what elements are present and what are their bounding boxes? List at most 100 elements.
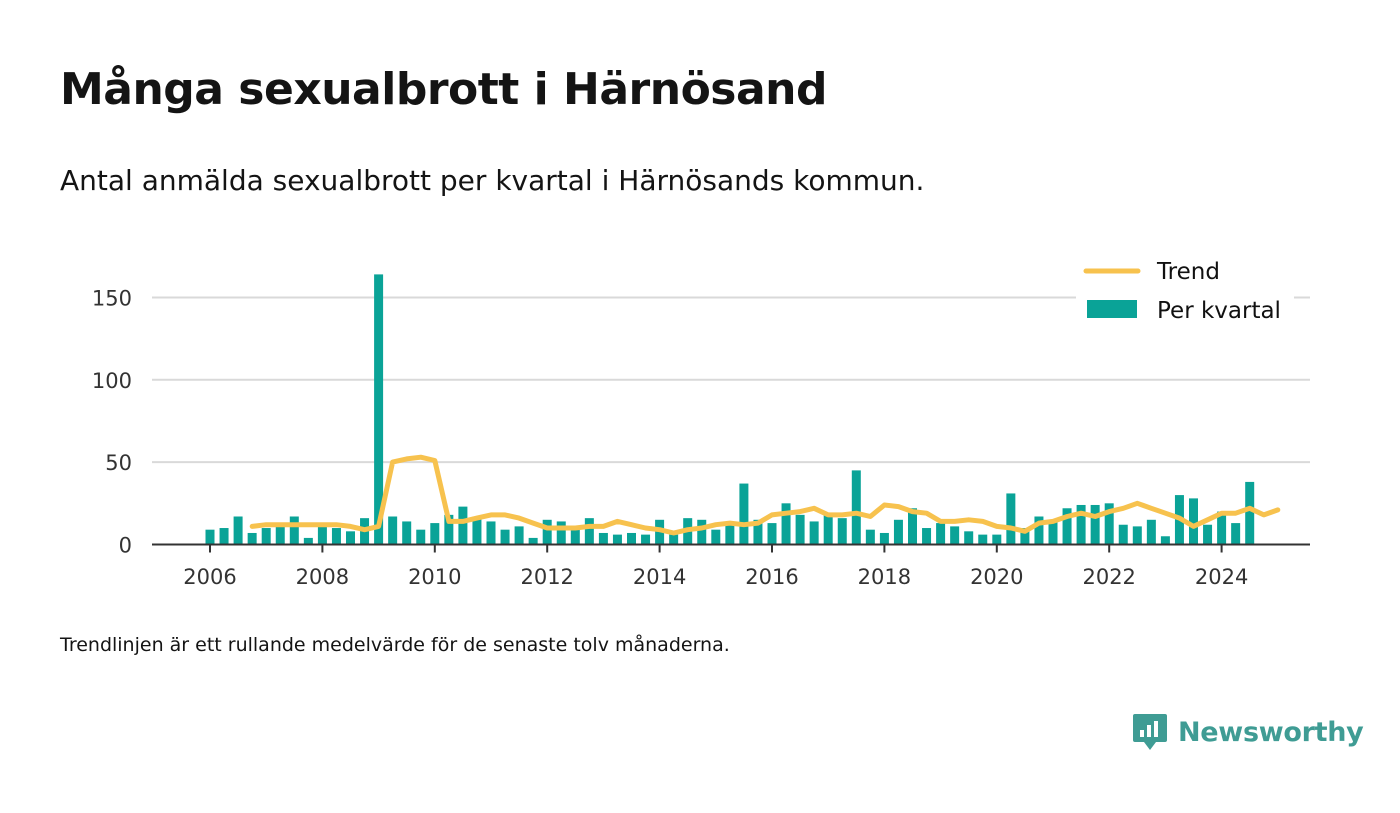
bar-2013Q2 [612,534,622,545]
bar-2018Q3 [908,508,917,545]
bar-2019Q4 [978,534,988,545]
bar-2006Q1 [205,529,215,545]
bar-2008Q3 [346,531,355,545]
brand-name: Newsworthy [1178,716,1364,748]
bar-2012Q1 [542,519,552,545]
bar-2018Q4 [922,528,932,545]
bar-2022Q3 [1132,526,1142,545]
bar-2011Q3 [514,526,524,545]
footnote: Trendlinjen är ett rullande medelvärde f… [60,634,730,656]
bar-2021Q2 [1062,508,1072,545]
bar-2017Q3 [851,470,861,545]
bar-2006Q3 [233,516,243,545]
bar-2008Q1 [317,526,327,545]
x-tick-label: 2006 [183,565,236,589]
bar-2016Q4 [809,521,819,545]
x-tick-label: 2010 [408,565,461,589]
bar-2009Q3 [402,521,412,545]
x-tick-label: 2020 [970,565,1023,589]
bar-2009Q4 [416,529,426,545]
x-tick-label: 2014 [633,565,686,589]
bar-2020Q3 [1020,528,1030,545]
bar-2006Q2 [219,528,229,545]
bar-2007Q3 [289,516,299,545]
bar-2006Q4 [247,532,257,545]
bar-2022Q2 [1118,524,1128,545]
bar-2016Q1 [767,523,777,545]
bar-2014Q2 [669,534,679,545]
x-tick-label: 2008 [296,565,349,589]
bar-2020Q4 [1034,516,1044,545]
bar-2013Q1 [598,532,608,545]
y-tick-label: 100 [92,369,132,393]
bar-2010Q2 [444,514,454,545]
bar-series-per-kvartal [205,274,1255,545]
bar-2011Q2 [500,529,510,545]
bar-2015Q1 [711,529,721,545]
bar-2018Q1 [879,532,889,545]
bar-2021Q4 [1090,504,1100,545]
bar-2008Q2 [331,528,341,545]
legend-bar-label: Per kvartal [1157,298,1281,324]
y-tick-label: 150 [92,286,132,310]
bar-2022Q1 [1104,503,1114,545]
x-tick-label: 2024 [1195,565,1248,589]
x-tick-label: 2016 [745,565,798,589]
bar-2011Q1 [486,521,496,545]
legend-trend-label: Trend [1156,259,1220,285]
bar-2012Q2 [556,521,566,545]
y-tick-label: 50 [105,451,132,475]
bar-2010Q3 [458,506,468,545]
brand[interactable]: Newsworthy [1132,712,1364,752]
bar-2020Q2 [1006,493,1016,545]
bar-2024Q2 [1231,523,1241,545]
newsworthy-logo-icon [1133,714,1167,750]
chart-title: Många sexualbrott i Härnösand [60,64,828,115]
y-axis-ticks: 0 50 100 150 [92,286,132,557]
x-tick-label: 2012 [520,565,573,589]
bar-2007Q1 [261,528,271,545]
bar-2024Q1 [1217,511,1227,545]
bar-2007Q4 [303,537,313,545]
y-tick-label: 0 [119,534,132,558]
bar-2011Q4 [528,537,538,545]
bar-2012Q4 [584,518,594,545]
legend: Trend Per kvartal [1076,252,1294,330]
bar-2023Q4 [1203,524,1213,545]
trend-series [249,454,1281,536]
bar-2018Q2 [893,519,903,545]
bar-2017Q1 [823,514,833,545]
bar-2021Q3 [1076,504,1086,545]
bar-2013Q4 [641,534,651,545]
bar-2010Q4 [472,516,482,545]
x-tick-label: 2022 [1082,565,1135,589]
chart-subtitle: Antal anmälda sexualbrott per kvartal i … [60,164,925,197]
bar-2019Q1 [936,523,946,545]
x-axis-ticks: 2006 2008 2010 2012 2014 2016 2018 2020 2022 2024 [183,544,1248,589]
bar-2021Q1 [1048,521,1058,545]
bar-2023Q3 [1189,498,1198,545]
bar-2014Q4 [697,519,707,545]
bar-2015Q3 [739,483,749,545]
bar-2020Q1 [992,534,1002,545]
bar-2016Q2 [781,503,791,545]
bar-2009Q2 [388,516,398,545]
bar-2022Q4 [1146,519,1156,545]
bar-2023Q1 [1160,536,1170,545]
bar-2007Q2 [275,526,285,545]
bar-2016Q3 [795,514,805,545]
bar-2013Q3 [627,532,636,545]
legend-bar-swatch [1087,300,1137,318]
bar-2019Q2 [950,526,960,545]
bar-2009Q1 [374,274,384,545]
bar-2024Q3 [1245,481,1255,545]
bar-2019Q3 [964,531,974,545]
bar-2015Q4 [753,519,763,545]
x-tick-label: 2018 [858,565,911,589]
trend-line [249,454,1281,536]
bar-2015Q2 [725,524,735,545]
bar-2017Q2 [837,518,847,545]
bar-2010Q1 [430,523,440,545]
bar-2017Q4 [865,529,875,545]
